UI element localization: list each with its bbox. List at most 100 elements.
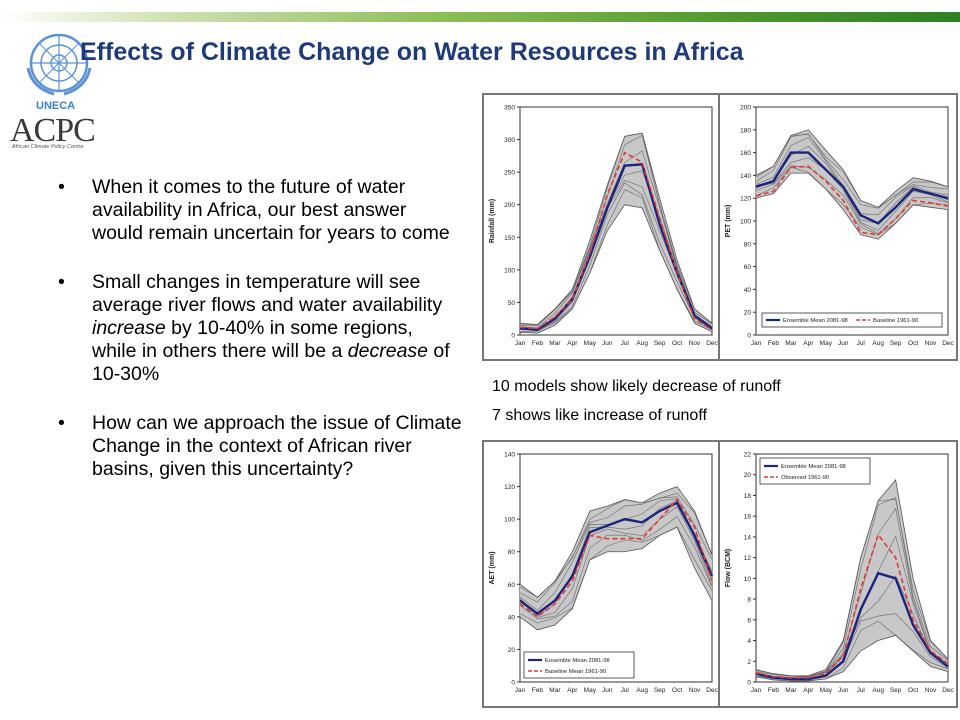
y-tick-label: 300 xyxy=(504,137,515,144)
bullet-text: increase xyxy=(92,317,166,339)
legend-box xyxy=(759,457,871,485)
y-tick-label: 4 xyxy=(747,638,751,645)
acpc-logo-subtitle: African Climate Policy Centre xyxy=(12,144,84,150)
bullet-text: by 10-40% in some regions, while in othe… xyxy=(92,317,413,362)
chart-panel-aet: 0 20 40 60 80 100 120 140 Jan Feb Mar Apr May Jun Jul A… xyxy=(482,440,722,708)
legend-label: Ensemble Mean 2081-98 xyxy=(545,658,610,664)
flow-chart: 0 2 4 6 8 10 12 14 16 18 20 22 Jan Feb Mar Apr May Jun Jul… xyxy=(725,452,955,695)
x-tick-label: Apr xyxy=(567,687,578,694)
model-line xyxy=(519,526,713,624)
y-tick-label: 0 xyxy=(747,333,751,340)
y-tick-label: 120 xyxy=(740,196,751,203)
x-tick-label: Jan xyxy=(515,687,526,694)
y-tick-label: 16 xyxy=(744,514,752,521)
x-tick-label: Apr xyxy=(803,687,814,694)
y-axis-label: AET (mm) xyxy=(489,551,496,584)
x-tick-label: May xyxy=(820,340,833,347)
x-tick-label: Dec xyxy=(706,340,718,347)
model-line xyxy=(519,496,713,603)
chart-panel-pet: 0 20 40 60 80 100 120 140 160 180 200 Jan Feb Mar Apr M… xyxy=(718,93,958,361)
y-tick-label: 18 xyxy=(744,493,752,500)
x-tick-label: Feb xyxy=(768,340,780,347)
x-tick-label: Jul xyxy=(621,687,630,694)
x-tick-label: Feb xyxy=(532,687,544,694)
legend-label: Observed 1961-90 xyxy=(781,475,829,481)
band-edge-line xyxy=(755,634,949,682)
x-tick-label: Jan xyxy=(751,340,762,347)
x-tick-label: Jul xyxy=(857,340,866,347)
pet-chart: 0 20 40 60 80 100 120 140 160 180 200 Jan Feb Mar Apr M… xyxy=(725,105,955,348)
x-tick-label: Sep xyxy=(654,687,666,694)
y-tick-label: 80 xyxy=(744,241,752,248)
x-tick-label: Oct xyxy=(672,687,682,694)
band-edge-line xyxy=(755,478,949,677)
acpc-logo-text: ACPC xyxy=(10,112,96,149)
model-line xyxy=(755,145,949,224)
x-tick-label: Oct xyxy=(908,687,918,694)
y-tick-label: 22 xyxy=(744,452,752,459)
y-tick-label: 80 xyxy=(508,549,516,556)
x-tick-label: Mar xyxy=(549,340,561,347)
y-axis-label: PET (mm) xyxy=(725,205,732,238)
x-tick-label: Oct xyxy=(672,340,682,347)
bullet-item: • Small changes in temperature will see a… xyxy=(58,271,462,386)
x-tick-label: Nov xyxy=(925,340,937,347)
x-tick-label: Jun xyxy=(602,340,613,347)
model-line xyxy=(519,182,713,331)
x-tick-label: Jul xyxy=(857,687,866,694)
y-tick-label: 20 xyxy=(508,647,516,654)
plot-frame xyxy=(519,453,713,683)
bullet-item: • How can we approach the issue of Climat… xyxy=(58,412,462,481)
plot-frame xyxy=(519,106,713,336)
x-tick-label: Sep xyxy=(654,340,666,347)
y-tick-label: 20 xyxy=(744,310,752,317)
bullet-dot-icon: • xyxy=(58,412,65,434)
y-axis-label: Rainfall (mm) xyxy=(489,199,496,243)
x-tick-label: Sep xyxy=(890,340,902,347)
y-tick-label: 6 xyxy=(747,617,751,624)
y-tick-label: 10 xyxy=(744,576,752,583)
uncertainty-band xyxy=(756,129,948,240)
x-tick-label: Apr xyxy=(567,340,578,347)
y-tick-label: 100 xyxy=(504,267,515,274)
y-tick-label: 120 xyxy=(504,484,515,491)
aet-chart: 0 20 40 60 80 100 120 140 Jan Feb Mar Apr May Jun Jul A… xyxy=(489,452,719,695)
y-tick-label: 12 xyxy=(744,555,752,562)
baseline-line xyxy=(755,533,949,679)
x-tick-label: Jun xyxy=(838,687,849,694)
x-tick-label: Aug xyxy=(636,687,648,694)
legend-label: Ensemble Mean 2081-98 xyxy=(781,464,846,470)
y-tick-label: 50 xyxy=(508,300,516,307)
bullet-text: Small changes in temperature will see av… xyxy=(92,271,443,316)
x-tick-label: Dec xyxy=(942,687,954,694)
y-tick-label: 200 xyxy=(504,202,515,209)
y-tick-label: 350 xyxy=(504,105,515,112)
model-line xyxy=(755,157,949,231)
bullet-text: When it comes to the future of water ava… xyxy=(92,176,450,244)
caption-line-2: 7 shows like increase of runoff xyxy=(492,407,707,424)
x-tick-label: Nov xyxy=(689,340,701,347)
ensemble-mean-line xyxy=(755,571,949,681)
x-tick-label: May xyxy=(820,687,833,694)
y-tick-label: 200 xyxy=(740,105,751,112)
band-edge-line xyxy=(519,204,713,334)
legend-box xyxy=(761,312,943,328)
bullet-text: decrease xyxy=(347,340,429,362)
x-tick-label: Nov xyxy=(689,687,701,694)
y-tick-label: 60 xyxy=(744,264,752,271)
x-tick-label: Aug xyxy=(872,340,884,347)
y-tick-label: 8 xyxy=(747,597,751,604)
band-edge-line xyxy=(519,526,713,631)
legend-label: Baseline Mean 1961-90 xyxy=(545,669,606,675)
model-line xyxy=(519,134,713,327)
model-line xyxy=(755,133,949,209)
model-line xyxy=(519,506,713,618)
x-tick-label: Oct xyxy=(908,340,918,347)
x-tick-label: Aug xyxy=(636,340,648,347)
y-tick-label: 14 xyxy=(744,534,752,541)
y-tick-label: 0 xyxy=(747,680,751,687)
x-tick-label: Mar xyxy=(785,687,797,694)
y-tick-label: 20 xyxy=(744,472,752,479)
slide-title: Effects of Climate Change on Water Resou… xyxy=(80,38,744,66)
org-label: UNECA xyxy=(36,100,76,112)
